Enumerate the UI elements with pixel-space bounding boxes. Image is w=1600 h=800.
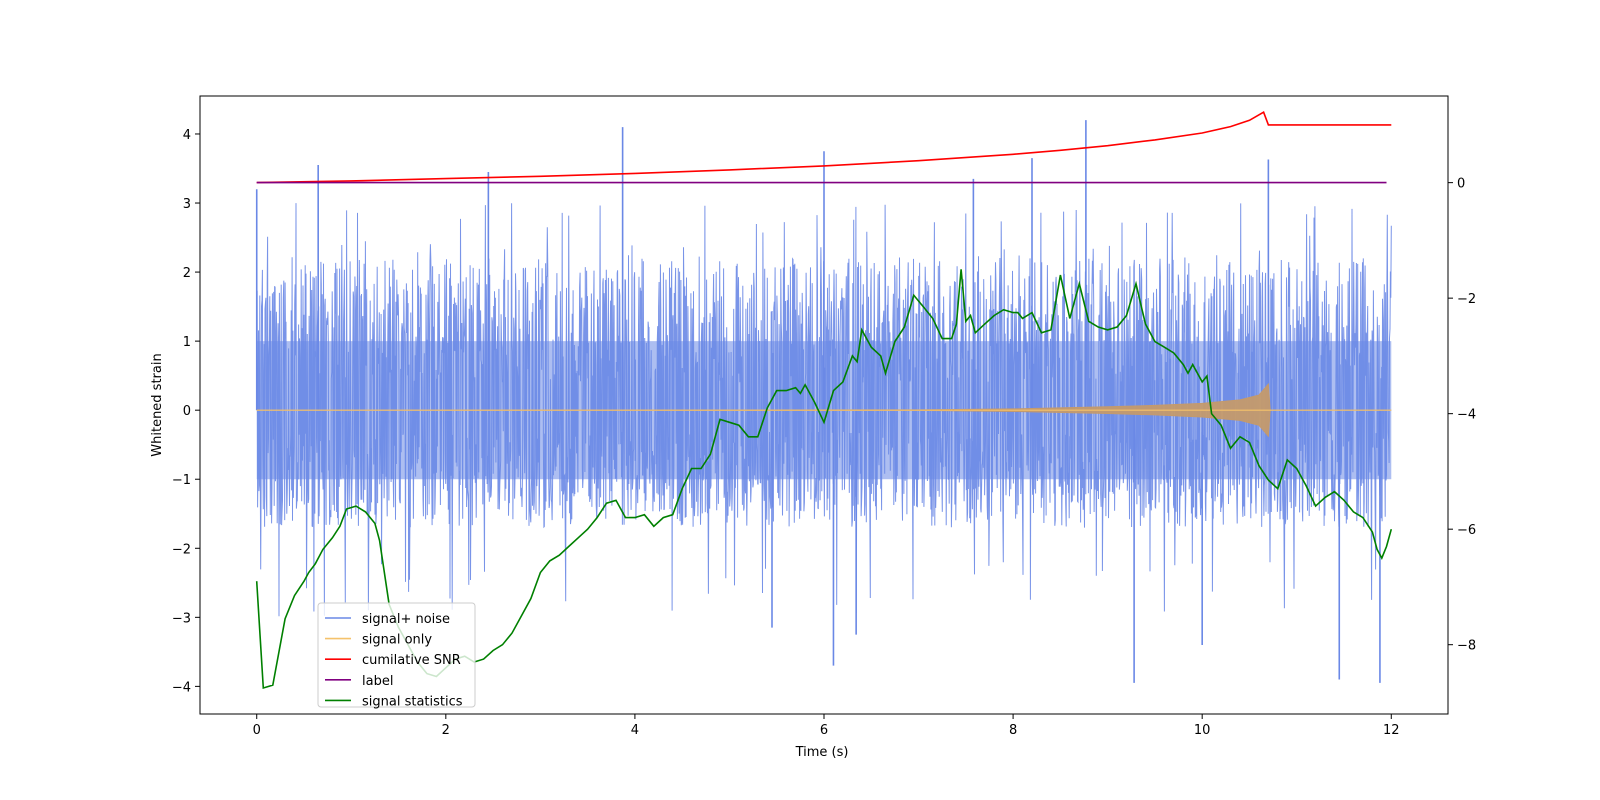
legend-label: signal statistics — [362, 694, 463, 709]
y2-tick-label: −6 — [1457, 523, 1476, 538]
y2-tick-label: −4 — [1457, 408, 1476, 423]
x-tick-label: 4 — [631, 723, 639, 738]
y2-tick-label: −8 — [1457, 639, 1476, 654]
series-cumulative-snr-line — [256, 111, 1392, 184]
legend-label: signal+ noise — [362, 612, 450, 627]
x-axis-label: Time (s) — [795, 745, 849, 760]
y-tick-label: −4 — [172, 680, 191, 695]
y-tick-label: −2 — [172, 542, 191, 557]
y-tick-label: −1 — [172, 473, 191, 488]
y2-tick-label: 0 — [1457, 177, 1465, 192]
plot-area — [255, 111, 1393, 690]
y-tick-label: −3 — [172, 611, 191, 626]
x-axis: 0 2 4 6 8 10 12 — [253, 714, 1400, 738]
x-tick-label: 8 — [1009, 723, 1017, 738]
legend-label: cumilative SNR — [362, 653, 461, 668]
legend-label: label — [362, 674, 393, 689]
y-axis-left: −4 −3 −2 −1 0 1 2 3 4 — [172, 128, 200, 695]
legend-label: signal only — [362, 633, 432, 648]
y-tick-label: 1 — [183, 335, 191, 350]
y2-tick-label: −2 — [1457, 292, 1476, 307]
y-tick-label: 2 — [183, 266, 191, 281]
y-axis-label: Whitened strain — [150, 353, 165, 456]
x-tick-label: 2 — [442, 723, 450, 738]
x-tick-label: 0 — [253, 723, 261, 738]
y-tick-label: 4 — [183, 128, 191, 143]
x-tick-label: 6 — [820, 723, 828, 738]
legend-box — [317, 602, 476, 708]
y-tick-label: 3 — [183, 197, 191, 212]
y-axis-right: −8 −6 −4 −2 0 — [1448, 177, 1476, 654]
y-tick-label: 0 — [183, 404, 191, 419]
x-tick-label: 10 — [1194, 723, 1211, 738]
x-tick-label: 12 — [1383, 723, 1400, 738]
legend: signal+ noise signal only cumilative SNR la… — [317, 602, 476, 709]
